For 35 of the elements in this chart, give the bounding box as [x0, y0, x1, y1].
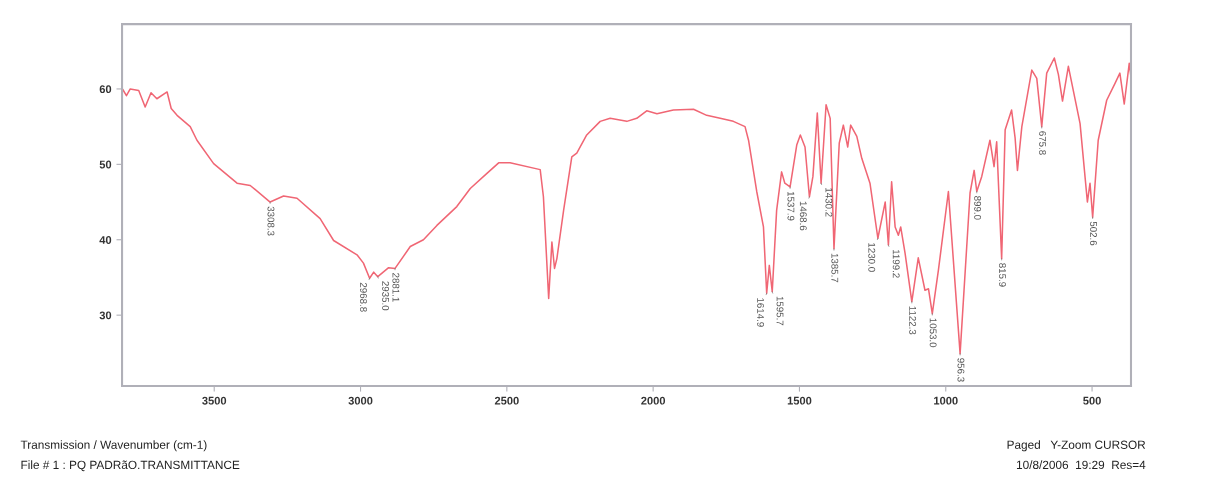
annotation: 2968.8	[360, 282, 367, 312]
annotation: 1230.0	[868, 243, 876, 272]
x-tick-label: 3500	[202, 396, 227, 405]
annotation: 502.6	[1090, 221, 1097, 246]
annotation: 3308.3	[267, 206, 275, 236]
annotation: 815.9	[999, 263, 1006, 287]
x-tick-label: 1000	[934, 396, 958, 405]
annotation: 1468.6	[799, 201, 807, 231]
annotation: 1595.7	[776, 296, 784, 326]
annotation: 956.3	[957, 358, 965, 382]
annotation: 1122.3	[909, 306, 917, 335]
annotation: 899.0	[974, 196, 982, 220]
annotation: 1430.2	[825, 188, 833, 217]
annotation: 2935.0	[382, 281, 390, 311]
text: 10/8/2006 19:29 Res=4	[1016, 460, 1146, 470]
annotation: 675.8	[1039, 131, 1047, 155]
annotation: 1199.2	[892, 249, 900, 278]
text: Paged Y-Zoom CURSOR	[1007, 440, 1146, 452]
x-tick-label: 2000	[641, 396, 666, 405]
y-tick-label: 60	[99, 85, 112, 94]
annotation: 1614.9	[757, 298, 765, 327]
x-tick-label: 1500	[787, 396, 812, 405]
x-tick-label: 500	[1083, 396, 1101, 405]
annotation: 1385.7	[831, 253, 839, 283]
annotation: 1053.0	[929, 318, 937, 348]
text: File # 1 : PQ PADRãO.TRANSMITTANCE	[21, 460, 240, 472]
text: Transmission / Wavenumber (cm-1)	[20, 440, 207, 452]
y-tick-label: 30	[99, 311, 112, 320]
y-tick-label: 40	[99, 236, 112, 244]
x-tick-label: 2500	[494, 396, 519, 405]
y-tick-label: 50	[99, 160, 112, 169]
line-series	[122, 57, 1131, 355]
x-tick-label: 3000	[348, 396, 373, 405]
annotation: 2881.1	[392, 273, 400, 302]
annotation: 1537.9	[787, 191, 795, 221]
